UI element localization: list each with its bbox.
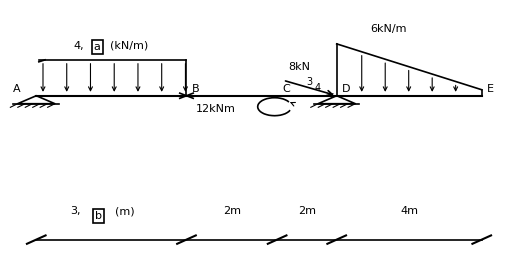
Text: (m): (m) [115,206,135,216]
Text: 2m: 2m [223,206,241,216]
Text: C: C [282,84,290,94]
Text: 4,: 4, [74,41,84,51]
Text: 4m: 4m [400,206,418,216]
Text: D: D [342,84,350,94]
Text: a: a [94,42,100,52]
Text: B: B [192,84,199,94]
Text: A: A [13,84,21,94]
Text: 6kN/m: 6kN/m [370,24,407,34]
Text: 12kNm: 12kNm [196,104,236,114]
Text: 2m: 2m [298,206,316,216]
Text: 3,: 3, [70,206,80,216]
Text: b: b [95,211,102,221]
Text: E: E [487,84,494,94]
Text: 4: 4 [315,83,321,93]
Text: 8kN: 8kN [288,62,310,72]
Text: (kN/m): (kN/m) [110,41,148,51]
Text: 3: 3 [306,77,312,87]
